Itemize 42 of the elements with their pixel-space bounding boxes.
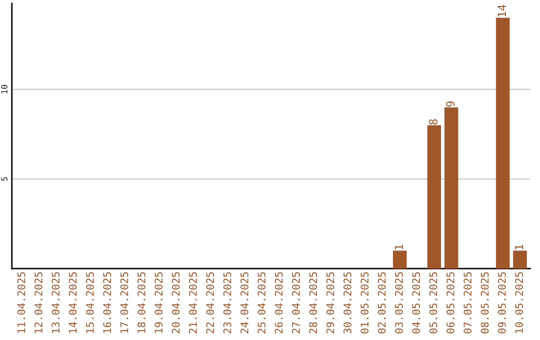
x-tick-label: 25.04.2025 bbox=[258, 272, 266, 334]
x-tick-label: 17.04.2025 bbox=[120, 272, 128, 333]
x-tick-label: 15.04.2025 bbox=[86, 272, 94, 333]
bar bbox=[496, 18, 510, 269]
x-tick-label: 14.04.2025 bbox=[68, 272, 77, 333]
x-tick-label: 21.04.2025 bbox=[189, 272, 197, 334]
x-tick-label: 11.04.2025 bbox=[17, 272, 26, 333]
x-tick-label: 19.04.2025 bbox=[154, 272, 163, 333]
x-tick-label: 24.04.2025 bbox=[240, 272, 248, 334]
x-tick-label: 23.04.2025 bbox=[223, 272, 232, 334]
x-tick-label: 20.04.2025 bbox=[172, 272, 180, 334]
bar bbox=[392, 250, 407, 269]
x-tick-label: 02.05.2025 bbox=[378, 272, 386, 334]
data-label: 1 bbox=[394, 244, 403, 250]
x-tick-label: 01.05.2025 bbox=[360, 272, 369, 334]
x-tick-label: 06.05.2025 bbox=[446, 272, 454, 334]
bar bbox=[444, 107, 458, 269]
x-tick-label: 08.05.2025 bbox=[480, 272, 489, 334]
bar bbox=[427, 125, 442, 269]
data-label: 8 bbox=[429, 119, 438, 125]
x-tick-label: 03.05.2025 bbox=[394, 272, 403, 334]
x-tick-label: 10.05.2025 bbox=[515, 272, 524, 333]
y-tick-label: 5 bbox=[1, 177, 8, 181]
data-label: 9 bbox=[446, 101, 455, 107]
data-label: 1 bbox=[514, 244, 524, 250]
x-tick-label: 28.04.2025 bbox=[309, 272, 318, 334]
bar bbox=[513, 250, 527, 269]
x-tick-label: 12.04.2025 bbox=[34, 272, 42, 333]
x-tick-label: 04.05.2025 bbox=[412, 272, 420, 334]
x-tick-label: 30.04.2025 bbox=[343, 272, 352, 334]
x-tick-label: 05.05.2025 bbox=[429, 272, 438, 334]
x-tick-label: 27.04.2025 bbox=[292, 272, 300, 334]
data-label: 14 bbox=[498, 4, 506, 16]
x-tick-label: 16.04.2025 bbox=[103, 272, 112, 333]
x-tick-label: 07.05.2025 bbox=[464, 272, 472, 334]
x-tick-label: 18.04.2025 bbox=[138, 272, 146, 333]
x-tick-label: 26.04.2025 bbox=[274, 272, 283, 334]
x-tick-label: 29.04.2025 bbox=[326, 272, 334, 334]
x-tick-label: 22.04.2025 bbox=[206, 272, 214, 334]
y-tick-label: 10 bbox=[1, 84, 8, 94]
x-tick-label: 13.04.2025 bbox=[52, 272, 60, 333]
x-tick-label: 09.05.2025 bbox=[498, 272, 506, 334]
